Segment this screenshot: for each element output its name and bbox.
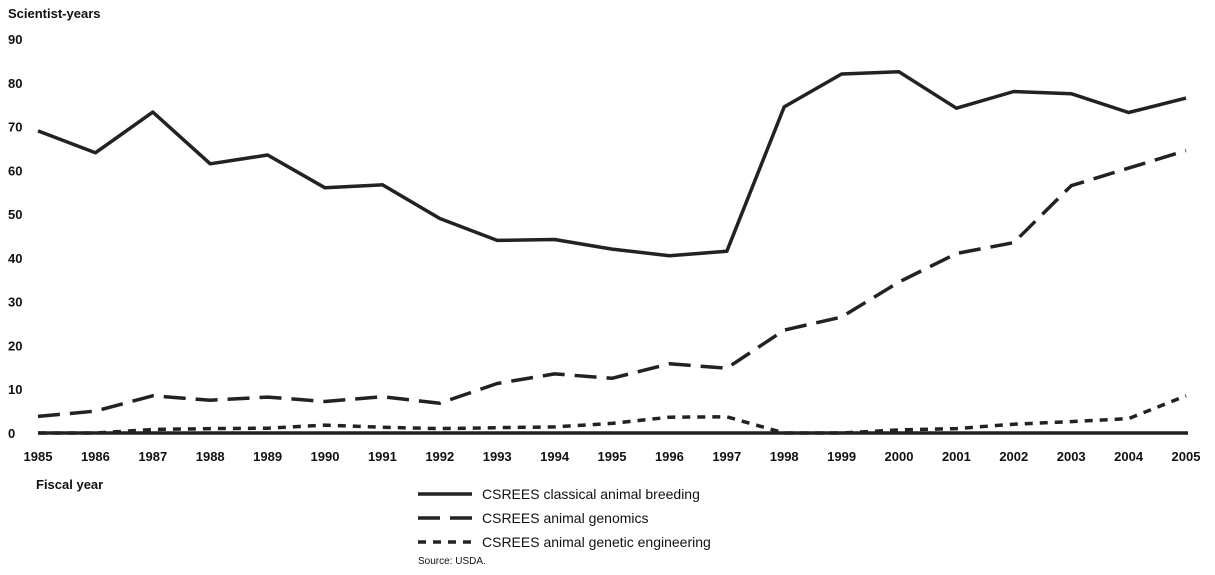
x-tick-label: 1988 — [196, 449, 225, 464]
x-tick-label: 1993 — [483, 449, 512, 464]
x-tick-label: 1987 — [138, 449, 167, 464]
source-note: Source: USDA. — [418, 556, 486, 567]
y-tick-label: 10 — [8, 382, 22, 397]
series-line-dotted — [38, 394, 1187, 435]
y-tick-label: 30 — [8, 295, 22, 310]
x-tick-label: 1985 — [24, 449, 53, 464]
x-tick-label: 1999 — [827, 449, 856, 464]
y-tick-label: 40 — [8, 251, 22, 266]
y-tick-label: 80 — [8, 76, 22, 91]
y-tick-labels: 0 10 20 30 40 50 60 70 80 90 — [8, 32, 22, 441]
legend-label: CSREES animal genetic engineering — [482, 534, 711, 550]
x-axis-label: Fiscal year — [36, 477, 103, 492]
x-tick-label: 1992 — [425, 449, 454, 464]
series-line-dashed — [37, 148, 1187, 419]
x-tick-label: 2001 — [942, 449, 971, 464]
x-tick-label: 1991 — [368, 449, 397, 464]
x-tick-label: 1990 — [311, 449, 340, 464]
x-tick-labels: 1985 1986 1987 1988 1989 1990 1991 1992 1993 1994… — [24, 449, 1201, 464]
x-tick-label: 1998 — [770, 449, 799, 464]
x-tick-label: 2002 — [999, 449, 1028, 464]
y-tick-label: 90 — [8, 32, 22, 47]
y-tick-label: 50 — [8, 207, 22, 222]
y-tick-label: 70 — [8, 120, 22, 135]
x-tick-label: 1997 — [712, 449, 741, 464]
legend-label: CSREES classical animal breeding — [482, 486, 700, 502]
x-tick-label: 2000 — [885, 449, 914, 464]
x-tick-label: 1989 — [253, 449, 282, 464]
legend: CSREES classical animal breeding CSREES a… — [418, 486, 711, 550]
series-line-solid — [37, 70, 1187, 258]
legend-label: CSREES animal genomics — [482, 510, 649, 526]
x-tick-label: 2004 — [1114, 449, 1144, 464]
y-axis-label: Scientist-years — [8, 6, 101, 21]
y-tick-label: 0 — [8, 426, 15, 441]
y-tick-label: 60 — [8, 163, 22, 178]
y-tick-label: 20 — [8, 338, 22, 353]
series-lines — [37, 70, 1187, 435]
x-tick-label: 1986 — [81, 449, 110, 464]
x-tick-label: 2005 — [1172, 449, 1201, 464]
x-tick-label: 1995 — [598, 449, 627, 464]
x-tick-label: 1994 — [540, 449, 570, 464]
x-tick-label: 2003 — [1057, 449, 1086, 464]
x-tick-label: 1996 — [655, 449, 684, 464]
